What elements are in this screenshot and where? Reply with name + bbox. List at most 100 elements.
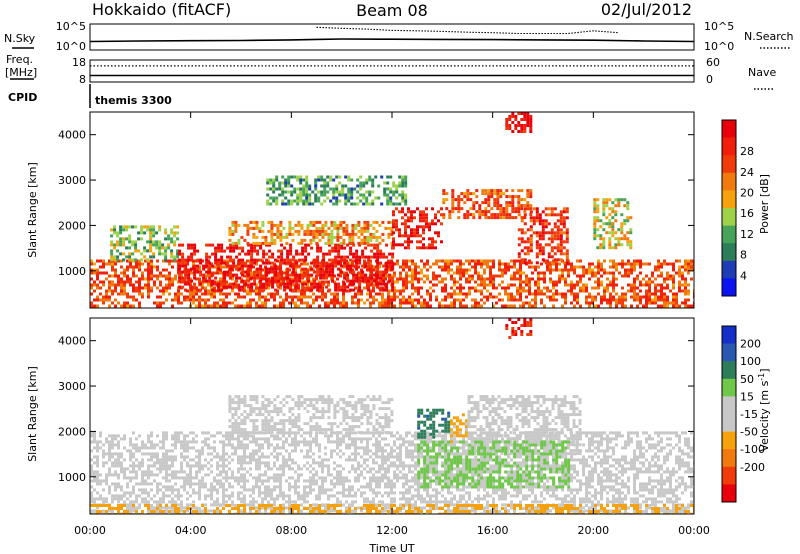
power-colorbar-swatch-7 xyxy=(722,243,736,262)
power-colorbar-tick-5: 24 xyxy=(740,166,754,179)
velocity-echo-region-5 xyxy=(417,440,571,489)
power-ylabel: Slant Range [km] xyxy=(26,162,39,258)
velocity-ytick-label-0: 1000 xyxy=(58,471,86,484)
velocity-ylabel: Slant Range [km] xyxy=(26,366,39,462)
power-colorbar-tick-6: 28 xyxy=(740,145,754,158)
power-colorbar-tick-1: 8 xyxy=(740,249,747,262)
beam-title: Beam 08 xyxy=(356,1,428,20)
noise-frame xyxy=(89,23,695,51)
power-echo-region-2 xyxy=(178,243,395,292)
velocity-colorbar-tick-3: 15 xyxy=(740,390,754,403)
noise-right-tick-bottom: 10^0 xyxy=(704,40,734,53)
power-echo-region-1 xyxy=(110,225,180,262)
freq-left-unit: [MHz] xyxy=(5,66,37,79)
power-colorbar-tick-3: 16 xyxy=(740,207,754,220)
time-tick-label-2: 08:00 xyxy=(275,524,307,537)
power-colorbar-swatch-5 xyxy=(722,208,736,226)
power-ytick-label-2: 3000 xyxy=(58,174,86,187)
velocity-colorbar-swatch-4 xyxy=(722,396,736,415)
velocity-colorbar-tick-4: -15 xyxy=(740,408,758,421)
power-colorbar-swatch-2 xyxy=(722,155,736,174)
freq-left-label: Freq. xyxy=(6,53,33,66)
noise-series-0 xyxy=(90,38,694,43)
power-echo-region-5 xyxy=(442,189,533,220)
velocity-colorbar-swatch-5 xyxy=(722,414,736,432)
power-colorbar-swatch-0 xyxy=(722,120,736,138)
velocity-colorbar-tick-0: 200 xyxy=(740,338,761,351)
velocity-colorbar-tick-1: 100 xyxy=(740,355,761,368)
velocity-colorbar-label: Velocity [m s-1] xyxy=(757,368,771,451)
velocity-colorbar-tick-6: -100 xyxy=(740,443,765,456)
frequency-frame xyxy=(89,59,695,83)
velocity-colorbar-swatch-2 xyxy=(722,361,736,380)
noise-left-tick-bottom: 10^0 xyxy=(56,40,86,53)
freq-right-label: Nave xyxy=(748,66,776,79)
noise-left-tick-top: 10^5 xyxy=(56,20,86,33)
power-colorbar-label: Power [dB] xyxy=(758,174,771,234)
velocity-colorbar-swatch-8 xyxy=(722,466,736,485)
time-tick-label-5: 20:00 xyxy=(577,524,609,537)
noise-series-1 xyxy=(316,26,619,35)
velocity-colorbar-swatch-0 xyxy=(722,326,736,344)
velocity-colorbar-frame xyxy=(721,325,737,503)
power-echo-region-3 xyxy=(228,220,394,245)
velocity-colorbar-tick-7: -200 xyxy=(740,461,765,474)
cpid-label: CPID xyxy=(8,91,37,104)
power-echo-region-9 xyxy=(505,112,533,133)
velocity-colorbar-swatch-7 xyxy=(722,449,736,468)
station-title: Hokkaido (fitACF) xyxy=(92,0,231,19)
velocity-echo-region-7 xyxy=(505,318,533,339)
power-colorbar-swatch-9 xyxy=(722,278,736,297)
time-tick-label-1: 04:00 xyxy=(175,524,207,537)
velocity-colorbar-swatch-9 xyxy=(722,484,736,503)
power-ytick-label-3: 4000 xyxy=(58,129,86,142)
velocity-ytick-label-3: 4000 xyxy=(58,335,86,348)
noise-left-label: N.Sky xyxy=(4,32,36,45)
time-tick-label-4: 16:00 xyxy=(477,524,509,537)
velocity-ytick-label-2: 3000 xyxy=(58,380,86,393)
freq-left-tick-top: 18 xyxy=(72,56,86,69)
noise-panel: 10^5 10^0 10^5 10^0 N.Sky N.Search xyxy=(4,20,794,53)
freq-left-tick-bottom: 8 xyxy=(79,73,86,86)
velocity-echo-region-0 xyxy=(90,431,694,514)
velocity-panel: 1000 2000 3000 4000 Slant Range [km] 200 100… xyxy=(26,317,771,515)
date-title: 02/Jul/2012 xyxy=(601,0,692,19)
power-ytick-label-1: 2000 xyxy=(58,219,86,232)
velocity-echo-region-2 xyxy=(417,408,451,439)
power-echo-region-8 xyxy=(266,175,408,206)
velocity-ytick-label-1: 2000 xyxy=(58,425,86,438)
power-colorbar-swatch-4 xyxy=(722,190,736,209)
velocity-colorbar-swatch-3 xyxy=(722,378,736,397)
time-axis-label: Time UT xyxy=(368,542,414,554)
power-colorbar-tick-2: 12 xyxy=(740,228,754,241)
frequency-panel: 18 8 60 0 Freq. [MHz] Nave xyxy=(5,53,776,90)
velocity-colorbar-tick-2: 50 xyxy=(740,373,754,386)
freq-right-tick-bottom: 0 xyxy=(706,73,713,86)
velocity-colorbar-swatch-6 xyxy=(722,431,736,450)
power-colorbar-tick-0: 4 xyxy=(740,269,747,282)
velocity-colorbar-swatch-1 xyxy=(722,343,736,362)
power-echo-region-4 xyxy=(392,207,443,250)
power-echo-region-6 xyxy=(517,207,569,265)
power-panel: 1000 2000 3000 4000 Slant Range [km] 4 8 12 16… xyxy=(26,111,771,309)
power-colorbar-swatch-8 xyxy=(722,260,736,279)
cpid-mode: themis 3300 xyxy=(95,94,172,107)
time-axis: 00:00 04:00 08:00 12:00 16:00 20:00 00:00 xyxy=(74,112,710,537)
velocity-colorbar-tick-5: -50 xyxy=(740,426,758,439)
power-colorbar-swatch-1 xyxy=(722,137,736,156)
power-colorbar-swatch-6 xyxy=(722,225,736,244)
cpid-row: CPID themis 3300 xyxy=(8,84,172,108)
power-colorbar-tick-4: 20 xyxy=(740,187,754,200)
power-colorbar-frame xyxy=(721,119,737,297)
velocity-echo-region-1 xyxy=(228,395,394,435)
time-tick-label-3: 12:00 xyxy=(376,524,408,537)
power-echo-region-7 xyxy=(593,198,633,250)
noise-right-tick-top: 10^5 xyxy=(704,20,734,33)
power-colorbar-swatch-3 xyxy=(722,172,736,191)
freq-right-tick-top: 60 xyxy=(706,56,720,69)
power-ytick-label-0: 1000 xyxy=(58,265,86,278)
noise-right-label: N.Search xyxy=(744,30,794,43)
time-tick-label-6: 00:00 xyxy=(678,524,710,537)
time-tick-label-0: 00:00 xyxy=(74,524,106,537)
